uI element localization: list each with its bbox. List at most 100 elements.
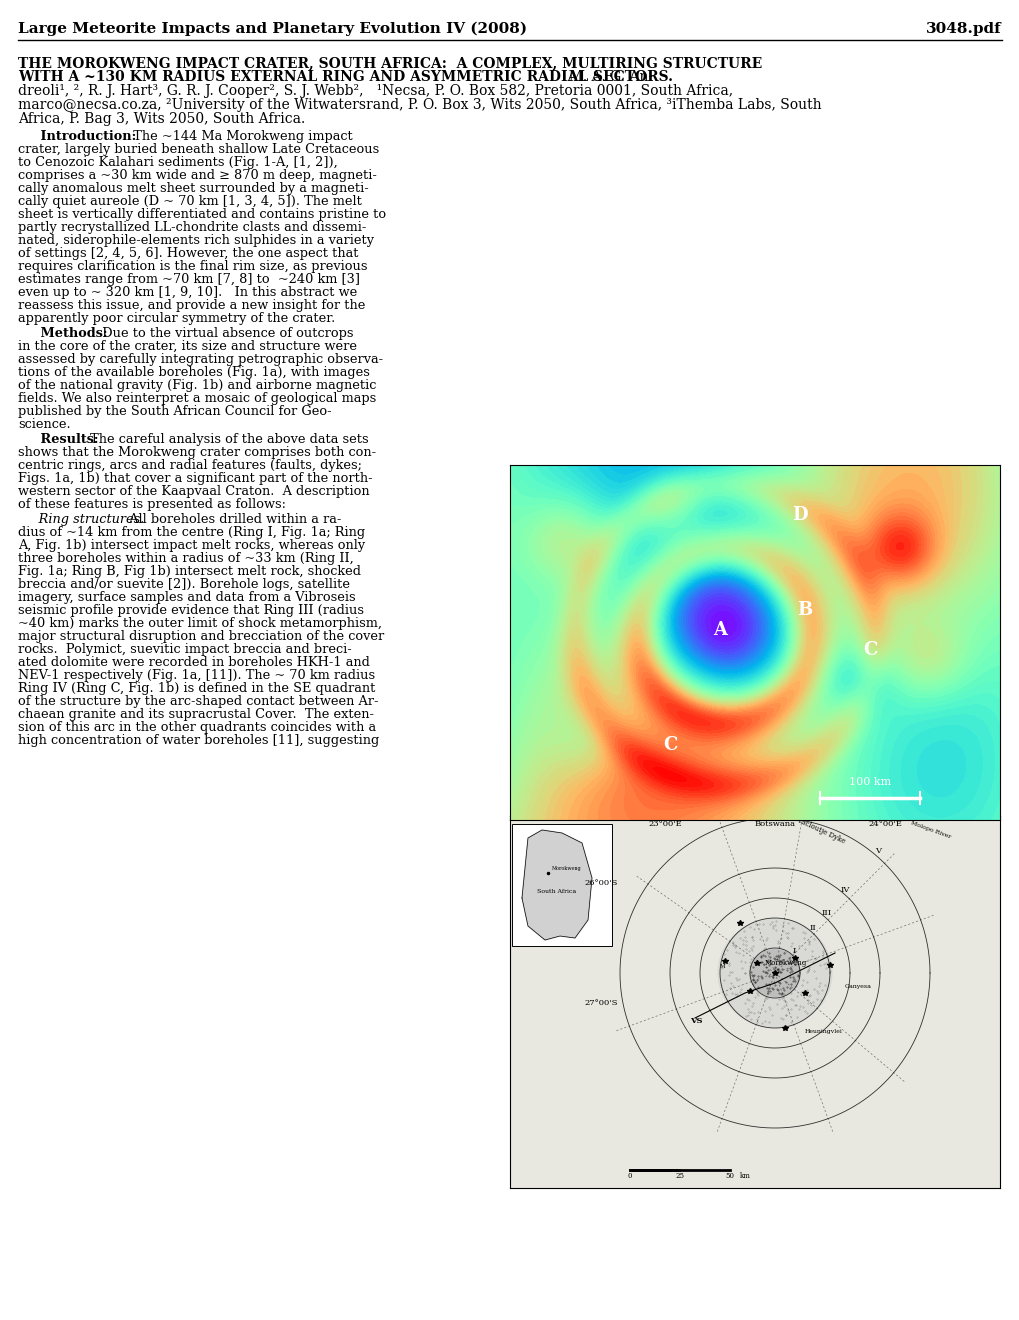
- Text: 3048.pdf: 3048.pdf: [925, 22, 1001, 36]
- Text: Heuningvlei: Heuningvlei: [804, 1030, 842, 1034]
- Text: Ganyesa: Ganyesa: [844, 983, 871, 989]
- Text: dius of ~14 km from the centre (Ring I, Fig. 1a; Ring: dius of ~14 km from the centre (Ring I, …: [18, 525, 365, 539]
- Bar: [512, 824, 611, 946]
- Text: rocks.  Polymict, suevitic impact breccia and breci-: rocks. Polymict, suevitic impact breccia…: [18, 643, 352, 656]
- Text: ingvlei, close to Ring III [9].  Finally, the incomplete: ingvlei, close to Ring III [9]. Finally,…: [510, 1088, 833, 1101]
- Text: within this ring, having been reported only near Heun-: within this ring, having been reported o…: [510, 1074, 852, 1088]
- Text: II: II: [809, 924, 816, 932]
- Text: Due to the virtual absence of outcrops: Due to the virtual absence of outcrops: [94, 327, 354, 341]
- Text: [12]; b [bottom]) Edge-enhanced image of the Bouguer: [12]; b [bottom]) Edge-enhanced image of…: [510, 982, 852, 995]
- Text: science.: science.: [18, 418, 70, 432]
- Text: tions of the available boreholes (Fig. 1a), with images: tions of the available boreholes (Fig. 1…: [18, 366, 370, 379]
- Text: Botswana: Botswana: [754, 820, 795, 828]
- Text: reassess this issue, and provide a new insight for the: reassess this issue, and provide a new i…: [18, 300, 365, 312]
- Text: in the core of the crater, its size and structure were: in the core of the crater, its size and …: [18, 341, 357, 352]
- Text: Large Meteorite Impacts and Planetary Evolution IV (2008): Large Meteorite Impacts and Planetary Ev…: [18, 22, 527, 37]
- Text: (stars). VS is the trace of Vibroseis seismic profile: (stars). VS is the trace of Vibroseis se…: [510, 970, 821, 983]
- Text: high concentration of water boreholes [11], suggesting: high concentration of water boreholes [1…: [18, 734, 379, 747]
- Text: requires clarification is the final rim size, as previous: requires clarification is the final rim …: [18, 260, 367, 273]
- Text: The ~144 Ma Morokweng impact: The ~144 Ma Morokweng impact: [125, 129, 353, 143]
- Text: Figs. 1a, 1b) that cover a significant part of the north-: Figs. 1a, 1b) that cover a significant p…: [18, 473, 372, 484]
- Text: sion of this arc in the other quadrants coincides with a: sion of this arc in the other quadrants …: [18, 721, 376, 734]
- Text: sects Ring IV. PDFs-bearing quartz is largely absent: sects Ring IV. PDFs-bearing quartz is la…: [510, 1063, 833, 1076]
- Text: THE MOROKWENG IMPACT CRATER, SOUTH AFRICA:  A COMPLEX, MULTIRING STRUCTURE: THE MOROKWENG IMPACT CRATER, SOUTH AFRIC…: [18, 55, 761, 70]
- Text: M: M: [719, 964, 726, 969]
- Text: Morokweng: Morokweng: [764, 960, 806, 968]
- Text: A, Fig. 1b) intersect impact melt rocks, whereas only: A, Fig. 1b) intersect impact melt rocks,…: [18, 539, 365, 552]
- Text: Africa, P. Bag 3, Wits 2050, South Africa.: Africa, P. Bag 3, Wits 2050, South Afric…: [18, 112, 305, 125]
- Text: to Cenozoic Kalahari sediments (Fig. 1-A, [1, 2]),: to Cenozoic Kalahari sediments (Fig. 1-A…: [18, 156, 337, 169]
- Text: ated dolomite were recorded in boreholes HKH-1 and: ated dolomite were recorded in boreholes…: [18, 656, 370, 669]
- Text: estimates range from ~70 km [7, 8] to  ~240 km [3]: estimates range from ~70 km [7, 8] to ~2…: [18, 273, 360, 286]
- Text: apparently poor circular symmetry of the crater.: apparently poor circular symmetry of the…: [18, 312, 335, 325]
- Text: 24°00'E: 24°00'E: [867, 820, 901, 828]
- Text: Ring IV (Ring C, Fig. 1b) is defined in the SE quadrant: Ring IV (Ring C, Fig. 1b) is defined in …: [18, 682, 375, 696]
- Text: that Ring IV marks, at least in places, an impact-: that Ring IV marks, at least in places, …: [510, 1026, 814, 1038]
- Text: 26°00'S: 26°00'S: [584, 879, 618, 887]
- Text: assessed by carefully integrating petrographic observa-: assessed by carefully integrating petrog…: [18, 352, 383, 366]
- Text: Molopo River: Molopo River: [909, 820, 951, 840]
- Text: comprises a ~30 km wide and ≥ 870 m deep, magneti-: comprises a ~30 km wide and ≥ 870 m deep…: [18, 169, 376, 182]
- Text: major structural disruption and brecciation of the cover: major structural disruption and brecciat…: [18, 630, 384, 643]
- Text: All boreholes drilled within a ra-: All boreholes drilled within a ra-: [121, 513, 341, 525]
- Text: partly recrystallized LL-chondrite clasts and dissemi-: partly recrystallized LL-chondrite clast…: [18, 220, 366, 234]
- Text: dreoli¹, ², R. J. Hart³, G. R. J. Cooper², S. J. Webb²,   ¹Necsa, P. O. Box 582,: dreoli¹, ², R. J. Hart³, G. R. J. Cooper…: [18, 84, 733, 98]
- Text: centric rings, arcs and radial features (faults, dykes;: centric rings, arcs and radial features …: [18, 459, 362, 473]
- Text: three boreholes within a radius of ~33 km (Ring II,: three boreholes within a radius of ~33 k…: [18, 552, 354, 565]
- Text: gravity of the Morokweng area (gravity data supplied: gravity of the Morokweng area (gravity d…: [510, 995, 844, 1008]
- Text: I: I: [792, 946, 795, 954]
- Text: 23°00'E: 23°00'E: [647, 820, 682, 828]
- Text: IV: IV: [840, 886, 850, 894]
- Text: of the structure by the arc-shaped contact between Ar-: of the structure by the arc-shaped conta…: [18, 696, 378, 708]
- Text: South Africa: South Africa: [537, 888, 576, 894]
- Text: even up to ~ 320 km [1, 9, 10].   In this abstract we: even up to ~ 320 km [1, 9, 10]. In this …: [18, 286, 357, 300]
- Text: by the Council for Geoscience).: by the Council for Geoscience).: [510, 1007, 704, 1020]
- Text: III: III: [820, 908, 830, 916]
- Text: Morokweng: Morokweng: [551, 866, 581, 871]
- Text: Macloutje Dyke: Macloutje Dyke: [793, 814, 846, 845]
- Text: eralized geology modified after [5] showing  the major: eralized geology modified after [5] show…: [510, 908, 849, 920]
- Text: breccia and/or suevite [2]). Borehole logs, satellite: breccia and/or suevite [2]). Borehole lo…: [18, 578, 350, 591]
- Text: of the national gravity (Fig. 1b) and airborne magnetic: of the national gravity (Fig. 1b) and ai…: [18, 379, 376, 392]
- Text: Results:: Results:: [18, 433, 99, 446]
- Text: NEV-1 respectively (Fig. 1a, [11]). The ~ 70 km radius: NEV-1 respectively (Fig. 1a, [11]). The …: [18, 669, 375, 682]
- Text: seismic profile provide evidence that Ring III (radius: seismic profile provide evidence that Ri…: [18, 605, 364, 616]
- Text: WITH A ~130 KM RADIUS EXTERNAL RING AND ASYMMETRIC RADIAL SECTORS.: WITH A ~130 KM RADIUS EXTERNAL RING AND …: [18, 70, 673, 84]
- Text: sheet is vertically differentiated and contains pristine to: sheet is vertically differentiated and c…: [18, 209, 386, 220]
- Text: M. A. G. An-: M. A. G. An-: [559, 70, 652, 84]
- Text: of settings [2, 4, 5, 6]. However, the one aspect that: of settings [2, 4, 5, 6]. However, the o…: [18, 247, 358, 260]
- Text: V: V: [873, 847, 879, 855]
- Text: Introduction:: Introduction:: [18, 129, 137, 143]
- Text: km: km: [739, 1172, 750, 1180]
- Ellipse shape: [716, 917, 832, 1028]
- Text: preted faults (broken lines); location of boreholes: preted faults (broken lines); location o…: [510, 957, 818, 970]
- Text: C: C: [862, 642, 876, 659]
- Text: shows that the Morokweng crater comprises both con-: shows that the Morokweng crater comprise…: [18, 446, 376, 459]
- Text: structural features - Rings I to V. Archaean granite: structural features - Rings I to V. Arch…: [510, 920, 826, 933]
- Text: crater, largely buried beneath shallow Late Cretaceous: crater, largely buried beneath shallow L…: [18, 143, 379, 156]
- Text: D: D: [792, 506, 807, 524]
- Text: C: C: [662, 737, 677, 754]
- Text: of these features is presented as follows:: of these features is presented as follow…: [18, 498, 285, 511]
- Text: related fault/breccia zone. Indeed, a Vibroseis seismic: related fault/breccia zone. Indeed, a Vi…: [510, 1038, 847, 1051]
- Text: chaean granite and its supracrustal Cover.  The exten-: chaean granite and its supracrustal Cove…: [18, 708, 374, 721]
- Text: 50: 50: [725, 1172, 734, 1180]
- Text: Fig. 1a; Ring B, Fig 1b) intersect melt rock, shocked: Fig. 1a; Ring B, Fig 1b) intersect melt …: [18, 565, 361, 578]
- Text: (dark stippled); supracrustal rocks (light stippled); Ka-: (dark stippled); supracrustal rocks (lig…: [510, 932, 850, 945]
- Text: published by the South African Council for Geo-: published by the South African Council f…: [18, 405, 331, 418]
- Text: profile [12] reveals a post–Permian fault where it inter-: profile [12] reveals a post–Permian faul…: [510, 1049, 853, 1063]
- Text: 0: 0: [627, 1172, 632, 1180]
- Text: VS: VS: [689, 1016, 702, 1026]
- Text: Figure 1.: Figure 1.: [510, 895, 572, 908]
- Text: 27°00'S: 27°00'S: [584, 999, 618, 1007]
- Text: A: A: [712, 620, 727, 639]
- Text: cally anomalous melt sheet surrounded by a magneti-: cally anomalous melt sheet surrounded by…: [18, 182, 369, 195]
- Text: fields. We also reinterpret a mosaic of geological maps: fields. We also reinterpret a mosaic of …: [18, 392, 376, 405]
- Text: Methods:: Methods:: [18, 327, 108, 341]
- Text: marco@necsa.co.za, ²University of the Witwatersrand, P. O. Box 3, Wits 2050, Sou: marco@necsa.co.za, ²University of the Wi…: [18, 98, 821, 112]
- Text: The Morokweng impact crater: a [top]) Gen-: The Morokweng impact crater: a [top]) Ge…: [561, 895, 846, 908]
- Text: 100 km: 100 km: [848, 777, 891, 787]
- Text: western sector of the Kaapvaal Craton.  A description: western sector of the Kaapvaal Craton. A…: [18, 484, 369, 498]
- Text: B: B: [797, 601, 812, 619]
- Text: cally quiet aureole (D ~ 70 km [1, 3, 4, 5]). The melt: cally quiet aureole (D ~ 70 km [1, 3, 4,…: [18, 195, 362, 209]
